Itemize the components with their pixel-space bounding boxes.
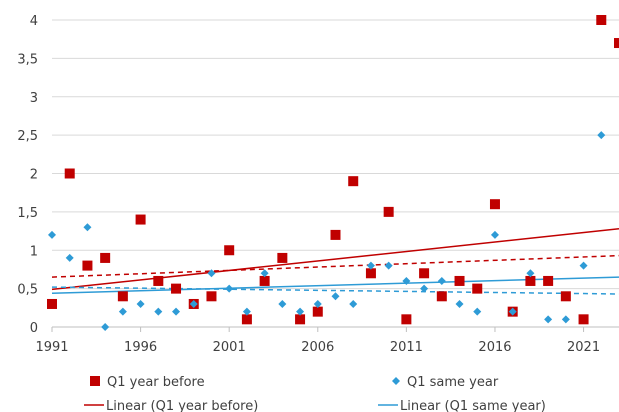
legend-label: Linear (Q1 same year) <box>400 399 546 412</box>
point-q1-year-before <box>135 214 146 225</box>
x-tick-label: 1991 <box>35 340 68 355</box>
point-q1-year-before <box>560 291 571 302</box>
point-q1-year-before <box>436 291 447 302</box>
y-tick-label: 0,5 <box>17 283 38 298</box>
point-q1-same-year <box>473 307 482 316</box>
point-q1-same-year <box>48 230 56 239</box>
point-q1-same-year <box>331 292 340 301</box>
point-q1-same-year <box>349 299 358 308</box>
linear-trendline <box>51 276 619 294</box>
gridlines <box>52 19 619 290</box>
point-q1-same-year <box>118 307 127 316</box>
point-q1-same-year <box>597 131 606 140</box>
point-q1-same-year <box>154 307 163 316</box>
point-q1-same-year <box>313 299 322 308</box>
point-q1-same-year <box>296 307 305 316</box>
point-q1-year-before <box>365 268 376 279</box>
point-q1-year-before <box>277 252 288 263</box>
point-q1-year-before <box>64 168 75 179</box>
point-q1-same-year <box>172 307 181 316</box>
point-q1-same-year <box>384 261 393 270</box>
x-tick-label: 2021 <box>567 340 600 355</box>
y-tick-label: 3,5 <box>17 52 38 67</box>
point-q1-same-year <box>101 323 110 331</box>
axes: 0 0,5 1 1,5 2 2,5 3 3,5 4 1991 1996 2001 2006 2011 201… <box>17 14 619 355</box>
x-tick-label: 2001 <box>213 340 246 355</box>
point-q1-same-year <box>65 253 74 262</box>
y-tick-label: 1 <box>30 244 38 259</box>
point-q1-year-before <box>224 245 235 256</box>
point-q1-same-year <box>544 315 553 324</box>
point-q1-same-year <box>366 261 375 270</box>
trendlines <box>51 228 619 295</box>
point-q1-same-year <box>83 223 92 232</box>
y-tick-label: 1,5 <box>17 206 38 221</box>
legend-label: Q1 same year <box>407 375 499 390</box>
point-q1-year-before <box>295 314 306 325</box>
legend-marker-square <box>90 376 100 386</box>
point-q1-year-before <box>330 229 341 240</box>
point-q1-same-year <box>260 269 269 278</box>
point-q1-year-before <box>401 314 412 325</box>
x-tick-label: 2016 <box>478 340 511 355</box>
point-q1-year-before <box>543 275 554 286</box>
point-q1-year-before <box>489 199 500 210</box>
y-tick-label: 2 <box>30 168 38 183</box>
point-q1-same-year <box>455 299 464 308</box>
point-q1-year-before <box>472 283 483 294</box>
point-q1-year-before <box>383 206 394 217</box>
point-q1-same-year <box>437 276 446 285</box>
point-q1-same-year <box>225 284 234 293</box>
point-q1-year-before <box>206 291 217 302</box>
point-q1-year-before <box>596 15 607 25</box>
x-tick-label: 2006 <box>301 340 334 355</box>
point-q1-year-before <box>348 176 359 187</box>
x-tick-label: 1996 <box>124 340 157 355</box>
point-q1-year-before <box>312 306 323 317</box>
point-q1-year-before <box>241 314 252 325</box>
y-tick-label: 2,5 <box>17 129 38 144</box>
point-q1-same-year <box>508 307 517 316</box>
point-q1-same-year <box>561 315 570 324</box>
data-points <box>47 15 619 331</box>
point-q1-year-before <box>153 275 164 286</box>
legend: Q1 year before Q1 same year Linear (Q1 yea… <box>84 375 546 412</box>
point-q1-same-year <box>278 299 287 308</box>
legend-label: Q1 year before <box>107 375 205 390</box>
legend-marker-diamond <box>392 377 400 385</box>
point-q1-year-before <box>525 275 536 286</box>
point-q1-year-before <box>117 291 128 302</box>
point-q1-same-year <box>579 261 588 270</box>
y-tick-label: 4 <box>30 14 38 29</box>
linear-trendline <box>51 228 619 291</box>
y-tick-label: 0 <box>30 321 38 336</box>
point-q1-same-year <box>207 269 216 278</box>
point-q1-same-year <box>136 299 145 308</box>
point-q1-year-before <box>259 275 270 286</box>
x-tick-label: 2011 <box>390 340 423 355</box>
point-q1-year-before <box>454 275 465 286</box>
y-tick-label: 3 <box>30 91 38 106</box>
dashed-trendline <box>51 286 619 295</box>
point-q1-year-before <box>419 268 430 279</box>
dashed-trendline <box>51 254 619 278</box>
point-q1-same-year <box>402 276 411 285</box>
point-q1-year-before <box>171 283 182 294</box>
point-q1-year-before <box>100 252 111 263</box>
point-q1-same-year <box>189 299 198 308</box>
point-q1-year-before <box>578 314 589 325</box>
point-q1-year-before <box>614 38 619 49</box>
point-q1-year-before <box>82 260 93 271</box>
point-q1-same-year <box>420 284 429 293</box>
point-q1-same-year <box>490 230 499 239</box>
point-q1-year-before <box>47 298 57 309</box>
point-q1-same-year <box>242 307 251 316</box>
point-q1-same-year <box>526 269 535 278</box>
legend-label: Linear (Q1 year before) <box>106 399 258 412</box>
